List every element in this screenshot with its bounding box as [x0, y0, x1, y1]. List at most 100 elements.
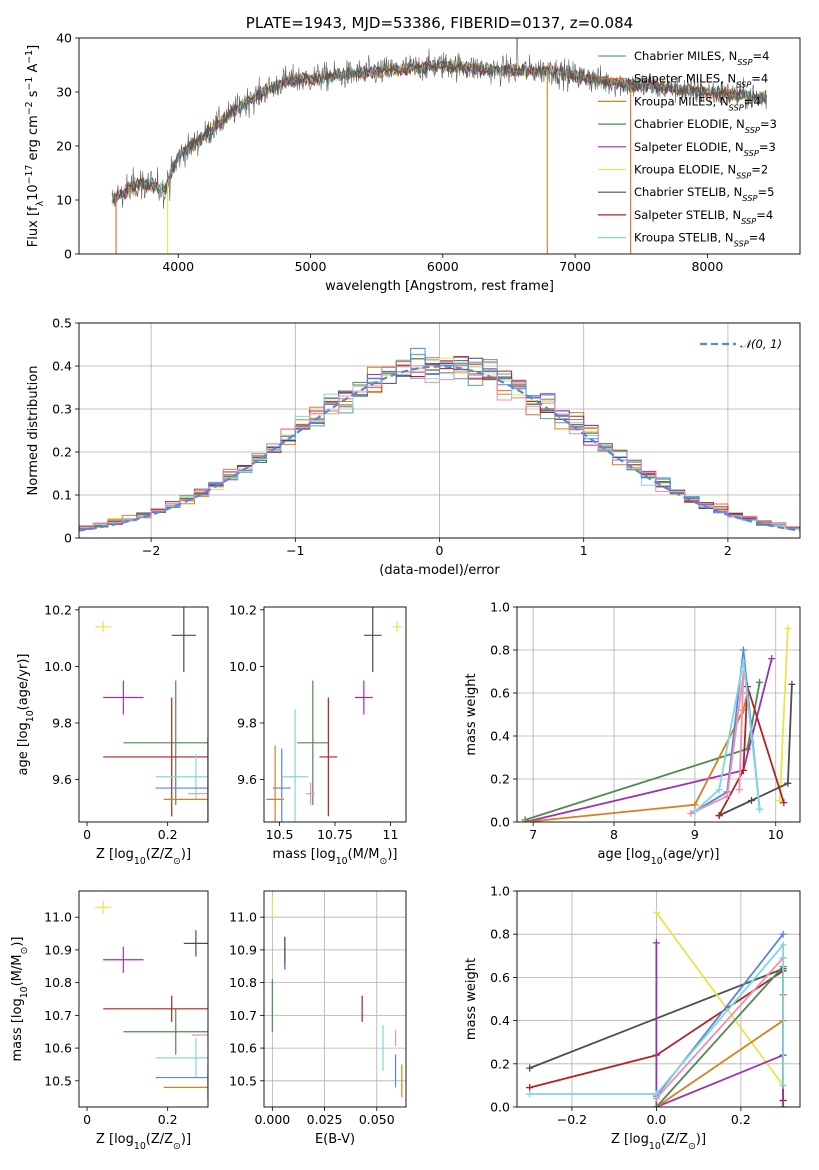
label-part: )] [10, 937, 25, 947]
y-tick-label: 10 [56, 193, 72, 208]
axes-mass_vs_ebv: 0.000 0.025 0.050 10.5 10.6 10.7 10.8 10.9 11.0 E… [229, 890, 407, 1147]
y-tick-label: 10.0 [44, 659, 72, 674]
label-part: E(B-V) [315, 1132, 355, 1147]
label-part: Kroupa STELIB, N [634, 231, 734, 245]
weight-marker [526, 1090, 534, 1098]
weight-marker [526, 1084, 534, 1092]
x-tick-label: 0 [83, 1112, 91, 1127]
weight-line-salpeter-stelib [718, 686, 785, 816]
label-part: ⊙ [379, 856, 387, 867]
y-tick-label: 9.8 [52, 715, 72, 730]
label-part: (Z/Z [146, 847, 173, 862]
y-tick-label: 0.1 [52, 488, 72, 503]
x-tick-label: 0 [436, 543, 444, 558]
y-axis-label: age [log10(age/yr)] [16, 654, 36, 776]
axes-residuals: −2 −1 0 1 2 0 0.1 0.2 0.3 0.4 0.5 (data-model)/erro… [26, 316, 801, 578]
label-part: =4 [744, 94, 761, 108]
weight-marker [521, 818, 529, 822]
label-part: 10 [649, 1141, 661, 1152]
x-tick-label: 0.2 [731, 1112, 751, 1127]
y-tick-label: 0.2 [490, 1056, 510, 1071]
y-axis-label: Flux [fλ10−17 erg cm−2 s−1 A−1] [24, 45, 46, 247]
weight-marker [526, 1064, 534, 1072]
weight-line-kroupa-stelib [529, 942, 784, 1095]
label-part: 10 [25, 710, 36, 722]
weight-marker [779, 930, 787, 938]
legend-entry: Chabrier ELODIE, NSSP=3 [634, 117, 777, 135]
y-tick-label: 0.3 [52, 402, 72, 417]
label-part: )] [696, 1132, 706, 1147]
y-tick-label: 0 [64, 531, 72, 546]
axes-age_vs_z: 0 0.29.69.810.010.2Z [log10(Z/Z⊙)]age [lo… [16, 602, 209, 867]
y-tick-label: 10.8 [229, 975, 257, 990]
histograms [79, 347, 800, 532]
label-part: SSP [737, 57, 752, 67]
errorbar-point [123, 1008, 208, 1055]
axes-frame [78, 37, 801, 255]
errorbar-point [297, 680, 329, 806]
y-tick-label: 0.6 [490, 970, 510, 985]
label-part: SSP [744, 148, 759, 158]
label-part: )] [181, 847, 191, 862]
label-part: Z [log [96, 1132, 134, 1147]
y-tick-label: 0.8 [490, 927, 510, 942]
label-part: Salpeter MILES, N [634, 72, 736, 86]
label-part: s [26, 90, 41, 101]
axes-frame [78, 322, 801, 539]
x-tick-label: 0.2 [158, 1112, 178, 1127]
x-axis-label: Z [log10(Z/Z⊙)] [96, 847, 191, 867]
label-part: (M/M [348, 847, 380, 862]
y-tick-label: 9.6 [237, 772, 257, 787]
weight-marker [687, 809, 695, 817]
x-axis-label: wavelength [Angstrom, rest frame] [325, 279, 554, 294]
label-part: (Z/Z [661, 1132, 688, 1147]
weight-line-chabrier-stelib [718, 684, 793, 817]
weight-marker [739, 657, 747, 665]
y-tick-label: 10.8 [44, 975, 72, 990]
label-part: SSP [734, 239, 749, 249]
y-tick-label: 0.8 [490, 643, 510, 658]
y-tick-label: 30 [56, 85, 72, 100]
y-tick-label: 0.4 [490, 1013, 510, 1028]
errorbar-point [155, 1038, 208, 1078]
weight-marker [776, 797, 784, 804]
y-tick-label: 0.6 [490, 686, 510, 701]
label-part: −1 [24, 50, 35, 64]
x-tick-label: 0.000 [254, 1112, 290, 1127]
spectrum-lines [111, 38, 767, 254]
label-part: =3 [760, 117, 777, 131]
weight-marker [691, 801, 699, 809]
label-part: =5 [757, 185, 774, 199]
label-part: ] [26, 45, 41, 50]
weight-marker [756, 805, 764, 813]
weight-marker [735, 786, 743, 794]
errorbars [271, 897, 403, 1098]
weight-marker [739, 766, 747, 774]
weight-marker [652, 939, 660, 947]
x-tick-label: −1 [286, 543, 304, 558]
weight-marker [691, 807, 699, 815]
y-axis-label: mass weight [464, 958, 479, 1040]
errorbar-point [163, 1074, 208, 1101]
label-part: =4 [752, 49, 769, 63]
label-part: (Z/Z [146, 1132, 173, 1147]
label-part: mass [log [273, 847, 336, 862]
y-tick-label: 0.0 [490, 815, 510, 830]
y-tick-label: 40 [56, 31, 72, 46]
label-part: λ [35, 200, 46, 206]
x-tick-label: 0.2 [158, 827, 178, 842]
x-tick-label: 0 [83, 827, 91, 842]
label-part: )] [181, 1132, 191, 1147]
x-tick-label: 1 [580, 543, 588, 558]
x-tick-label: 2 [724, 543, 732, 558]
x-axis-label: Z [log10(Z/Z⊙)] [611, 1132, 706, 1152]
errorbar-point [163, 739, 208, 822]
y-tick-label: 1.0 [490, 600, 510, 615]
label-part: SSP [729, 102, 744, 112]
label-part: 10 [26, 184, 41, 201]
x-tick-label: 6000 [427, 259, 459, 274]
label-part: ⊙ [688, 1141, 696, 1152]
legend-entry: Salpeter ELODIE, NSSP=3 [634, 140, 776, 158]
y-tick-label: 9.8 [237, 715, 257, 730]
axes-age_vs_mass: 10.5 10.75 11 9.6 9.8 10.0 10.2 mass [log10(M/M… [229, 602, 407, 867]
